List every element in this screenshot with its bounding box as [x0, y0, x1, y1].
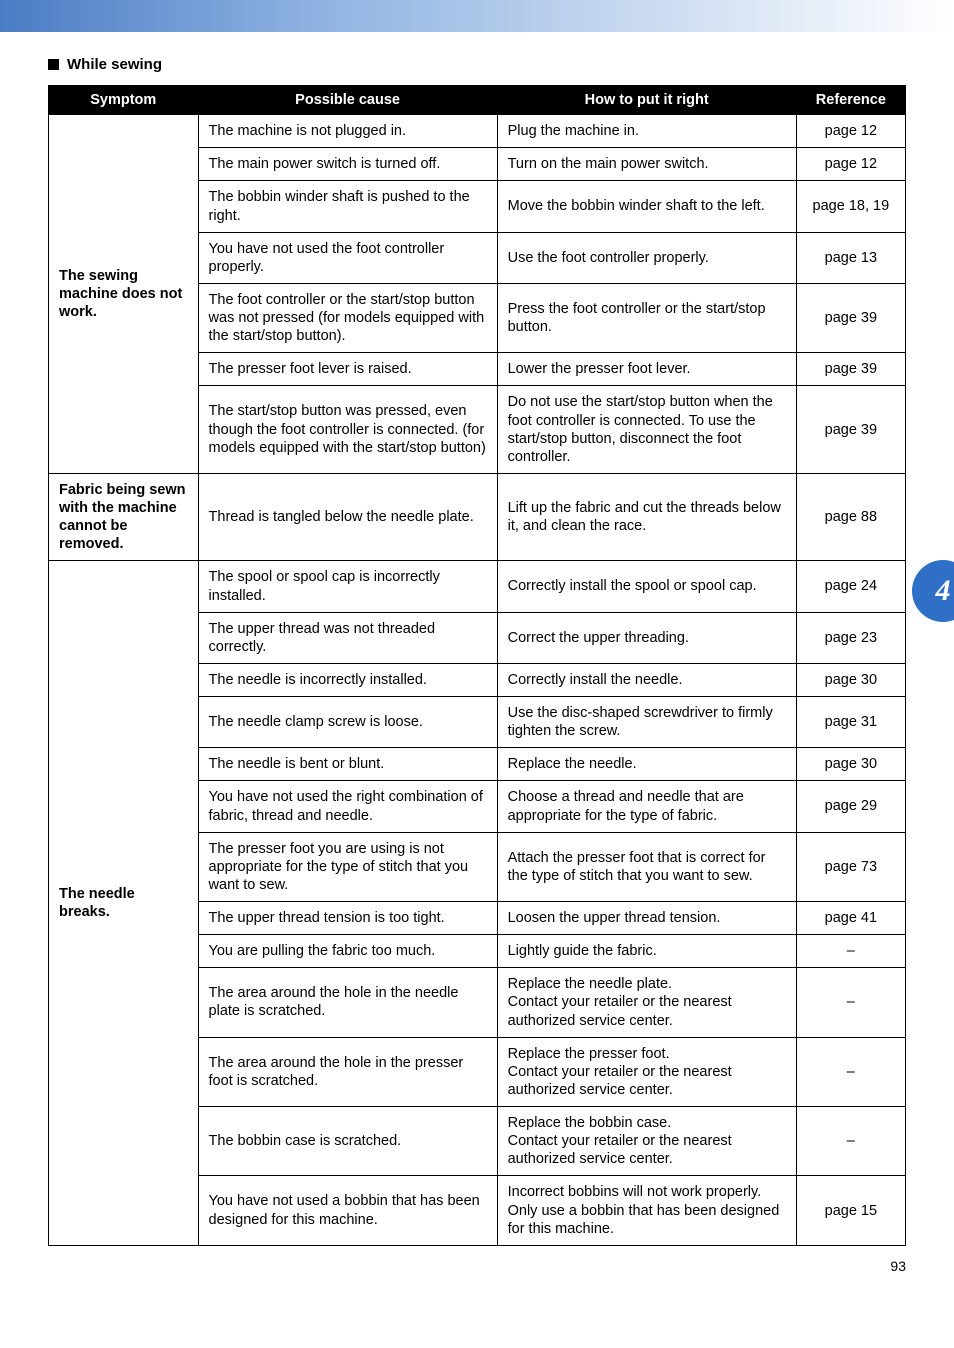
fix-cell: Choose a thread and needle that are appr…	[497, 781, 796, 832]
cause-cell: The start/stop button was pressed, even …	[198, 386, 497, 474]
table-head: Symptom Possible cause How to put it rig…	[49, 86, 906, 115]
fix-cell: Replace the needle plate.Contact your re…	[497, 968, 796, 1037]
section-title: While sewing	[67, 56, 162, 73]
reference-cell: –	[796, 935, 905, 968]
cause-cell: The presser foot lever is raised.	[198, 353, 497, 386]
reference-cell: page 30	[796, 748, 905, 781]
cause-cell: The needle is bent or blunt.	[198, 748, 497, 781]
fix-cell: Lightly guide the fabric.	[497, 935, 796, 968]
fix-cell: Lift up the fabric and cut the threads b…	[497, 473, 796, 561]
cause-cell: You have not used the right combination …	[198, 781, 497, 832]
fix-cell: Replace the needle.	[497, 748, 796, 781]
cause-cell: The upper thread tension is too tight.	[198, 902, 497, 935]
cause-cell: The main power switch is turned off.	[198, 148, 497, 181]
reference-cell: page 39	[796, 386, 905, 474]
reference-cell: page 23	[796, 612, 905, 663]
fix-cell: Do not use the start/stop button when th…	[497, 386, 796, 474]
reference-cell: –	[796, 968, 905, 1037]
page: While sewing Symptom Possible cause How …	[0, 0, 954, 1286]
section-heading: While sewing	[48, 56, 906, 73]
symptom-cell: The sewing machine does not work.	[49, 115, 199, 474]
cause-cell: The area around the hole in the presser …	[198, 1037, 497, 1106]
fix-cell: Use the foot controller properly.	[497, 232, 796, 283]
cause-cell: The bobbin case is scratched.	[198, 1107, 497, 1176]
fix-cell: Move the bobbin winder shaft to the left…	[497, 181, 796, 232]
chapter-tab: 4	[912, 560, 954, 622]
troubleshooting-table: Symptom Possible cause How to put it rig…	[48, 85, 906, 1246]
reference-cell: page 39	[796, 283, 905, 352]
page-number: 93	[890, 1258, 906, 1274]
fix-cell: Correctly install the spool or spool cap…	[497, 561, 796, 612]
reference-cell: page 15	[796, 1176, 905, 1245]
symptom-cell: Fabric being sewn with the machine canno…	[49, 473, 199, 561]
table-row: Fabric being sewn with the machine canno…	[49, 473, 906, 561]
th-symptom: Symptom	[49, 86, 199, 115]
cause-cell: You have not used a bobbin that has been…	[198, 1176, 497, 1245]
th-ref: Reference	[796, 86, 905, 115]
fix-cell: Plug the machine in.	[497, 115, 796, 148]
fix-cell: Use the disc-shaped screwdriver to firml…	[497, 697, 796, 748]
fix-cell: Turn on the main power switch.	[497, 148, 796, 181]
reference-cell: page 29	[796, 781, 905, 832]
reference-cell: page 12	[796, 148, 905, 181]
reference-cell: page 13	[796, 232, 905, 283]
cause-cell: You are pulling the fabric too much.	[198, 935, 497, 968]
reference-cell: –	[796, 1037, 905, 1106]
fix-cell: Correct the upper threading.	[497, 612, 796, 663]
fix-cell: Replace the bobbin case.Contact your ret…	[497, 1107, 796, 1176]
reference-cell: page 24	[796, 561, 905, 612]
table-body: The sewing machine does not work.The mac…	[49, 115, 906, 1246]
cause-cell: The needle is incorrectly installed.	[198, 663, 497, 696]
reference-cell: page 88	[796, 473, 905, 561]
fix-cell: Incorrect bobbins will not work properly…	[497, 1176, 796, 1245]
reference-cell: page 73	[796, 832, 905, 901]
reference-cell: page 12	[796, 115, 905, 148]
cause-cell: The foot controller or the start/stop bu…	[198, 283, 497, 352]
cause-cell: Thread is tangled below the needle plate…	[198, 473, 497, 561]
reference-cell: page 41	[796, 902, 905, 935]
cause-cell: The machine is not plugged in.	[198, 115, 497, 148]
fix-cell: Press the foot controller or the start/s…	[497, 283, 796, 352]
symptom-cell: The needle breaks.	[49, 561, 199, 1245]
reference-cell: –	[796, 1107, 905, 1176]
top-gradient-bar	[0, 0, 954, 32]
bullet-square-icon	[48, 59, 59, 70]
chapter-number: 4	[936, 574, 951, 608]
cause-cell: The upper thread was not threaded correc…	[198, 612, 497, 663]
cause-cell: The needle clamp screw is loose.	[198, 697, 497, 748]
th-fix: How to put it right	[497, 86, 796, 115]
fix-cell: Replace the presser foot.Contact your re…	[497, 1037, 796, 1106]
reference-cell: page 39	[796, 353, 905, 386]
cause-cell: The spool or spool cap is incorrectly in…	[198, 561, 497, 612]
cause-cell: The bobbin winder shaft is pushed to the…	[198, 181, 497, 232]
reference-cell: page 31	[796, 697, 905, 748]
cause-cell: The area around the hole in the needle p…	[198, 968, 497, 1037]
th-cause: Possible cause	[198, 86, 497, 115]
reference-cell: page 30	[796, 663, 905, 696]
reference-cell: page 18, 19	[796, 181, 905, 232]
fix-cell: Loosen the upper thread tension.	[497, 902, 796, 935]
cause-cell: The presser foot you are using is not ap…	[198, 832, 497, 901]
fix-cell: Correctly install the needle.	[497, 663, 796, 696]
fix-cell: Attach the presser foot that is correct …	[497, 832, 796, 901]
cause-cell: You have not used the foot controller pr…	[198, 232, 497, 283]
table-row: The sewing machine does not work.The mac…	[49, 115, 906, 148]
fix-cell: Lower the presser foot lever.	[497, 353, 796, 386]
table-row: The needle breaks.The spool or spool cap…	[49, 561, 906, 612]
